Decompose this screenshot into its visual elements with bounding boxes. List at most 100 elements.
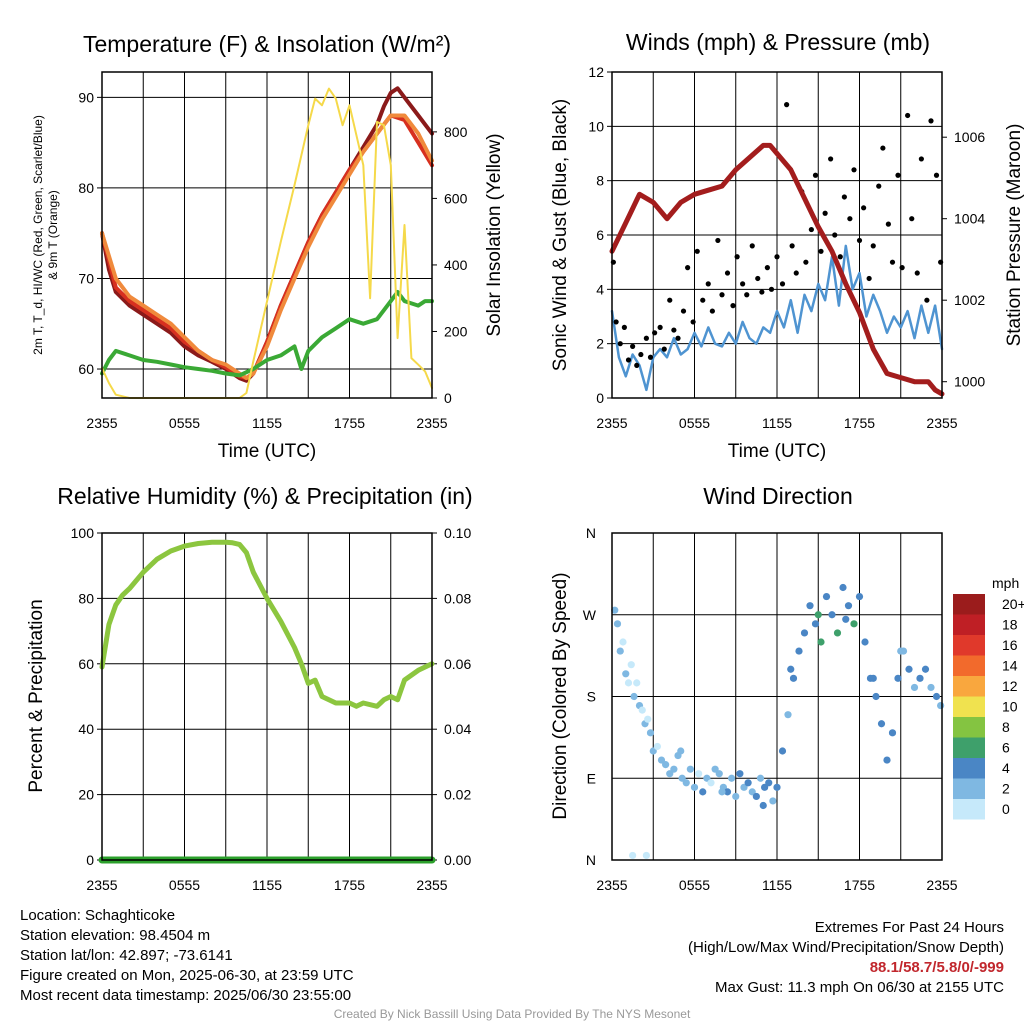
- direction-point: [861, 638, 869, 646]
- legend-swatch: [953, 614, 985, 635]
- gust-point: [866, 275, 872, 282]
- direction-point: [619, 638, 627, 646]
- temperature-panel: 2355 0555 1155 1755 2355 Temperature (F) & In…: [31, 31, 505, 462]
- gust-point: [822, 210, 828, 216]
- direction-point: [611, 606, 619, 614]
- direction-point: [718, 788, 726, 796]
- y2-tick-label: 600: [444, 190, 468, 206]
- gust-point: [764, 265, 770, 271]
- gust-point: [744, 292, 750, 298]
- gust-point: [837, 254, 843, 260]
- gust-point: [889, 259, 896, 265]
- x-tick-label: 1155: [762, 415, 792, 431]
- gust-point: [870, 243, 876, 249]
- y-tick-label: 6: [596, 227, 604, 243]
- gust-point: [709, 308, 715, 314]
- y2-tick-label: 200: [444, 323, 468, 339]
- direction-point: [773, 783, 781, 791]
- gust-point: [885, 221, 891, 227]
- gust-point: [652, 330, 658, 336]
- gust-point: [740, 281, 746, 287]
- gust-point: [808, 226, 814, 233]
- direction-point: [927, 683, 935, 692]
- legend-label: 14: [1002, 658, 1018, 674]
- x-tick-label: 0555: [679, 415, 710, 431]
- y2-tick-label: 0.08: [444, 590, 471, 606]
- direction-point: [894, 674, 902, 682]
- direction-point: [839, 583, 847, 592]
- y-tick-label: 80: [78, 180, 94, 196]
- direction-point: [877, 720, 886, 728]
- gust-point: [634, 362, 640, 368]
- x-tick-label: 2355: [86, 415, 117, 431]
- y2-axis-label: Station Pressure (Maroon): [1004, 124, 1024, 347]
- y-tick-label: 20: [78, 787, 94, 803]
- direction-point: [897, 647, 905, 655]
- legend-label: 4: [1002, 760, 1010, 776]
- y-tick-label: 10: [588, 118, 604, 134]
- gust-point: [621, 324, 627, 330]
- extremes-values: 88.1/58.7/5.8/0/-999: [869, 959, 1004, 976]
- gust-point: [630, 343, 636, 349]
- gust-point: [851, 167, 857, 173]
- gust-point: [625, 357, 632, 363]
- y-tick-label: W: [583, 607, 597, 623]
- y-axis-label: Direction (Colored By Speed): [550, 572, 571, 819]
- y-tick-label: E: [587, 770, 596, 786]
- legend-swatch: [953, 758, 985, 779]
- gust-point: [647, 354, 654, 360]
- y2-tick-label: 1004: [954, 211, 985, 227]
- direction-point: [677, 747, 685, 755]
- gust-point: [789, 243, 795, 249]
- gust-point: [661, 346, 667, 352]
- y-axis-label: Percent & Precipitation: [26, 599, 47, 792]
- x-tick-label: 2355: [926, 877, 957, 893]
- direction-point: [769, 797, 777, 805]
- direction-point: [828, 611, 836, 619]
- extremes-info: Extremes For Past 24 Hours (High/Low/Max…: [688, 918, 1004, 998]
- y-tick-label: 60: [78, 361, 94, 377]
- x-tick-label: 1155: [762, 877, 792, 893]
- x-tick-label: 1755: [334, 415, 365, 431]
- x-tick-label: 0555: [169, 415, 200, 431]
- legend-label: 8: [1002, 719, 1010, 735]
- y-axis-label: Sonic Wind & Gust (Blue, Black): [550, 99, 571, 371]
- direction-point: [765, 779, 773, 787]
- gust-point: [784, 102, 790, 108]
- direction-point: [690, 783, 699, 791]
- gust-point: [730, 303, 736, 309]
- direction-point: [811, 620, 820, 628]
- y2-tick-label: 400: [444, 257, 468, 273]
- y2-tick-label: 0.04: [444, 721, 471, 737]
- legend-swatch: [953, 737, 985, 758]
- legend-swatch: [953, 696, 985, 717]
- direction-point: [814, 611, 822, 619]
- legend-label: 12: [1002, 678, 1018, 694]
- series-9m-t-line: [100, 113, 434, 381]
- direction-point: [613, 620, 622, 628]
- direction-point: [630, 692, 638, 701]
- direction-point: [822, 592, 831, 601]
- wind-direction-panel: 2355 0555 1155 1755 2355 Wind Direction N E S W N D…: [550, 483, 1024, 893]
- direction-point: [759, 801, 767, 810]
- gust-point: [680, 308, 687, 314]
- y2-tick-label: 0.00: [444, 852, 471, 868]
- direction-point: [778, 747, 787, 755]
- direction-point: [662, 761, 670, 769]
- direction-point: [682, 779, 690, 787]
- x-tick-label: 2355: [596, 877, 627, 893]
- gust-point: [928, 118, 934, 124]
- y-tick-label: 0: [86, 852, 94, 868]
- gust-point: [861, 205, 867, 211]
- gust-point: [793, 270, 799, 276]
- direction-point: [732, 792, 740, 801]
- direction-point: [629, 851, 637, 860]
- legend-label: 2: [1002, 781, 1010, 797]
- legend-label: 18: [1002, 617, 1018, 633]
- latlon-text: Station lat/lon: 42.897; -73.6141: [20, 947, 233, 964]
- direction-point: [633, 679, 641, 687]
- y2-tick-label: 0: [444, 390, 452, 406]
- y-tick-label: 0: [596, 390, 604, 406]
- direction-point: [932, 692, 941, 701]
